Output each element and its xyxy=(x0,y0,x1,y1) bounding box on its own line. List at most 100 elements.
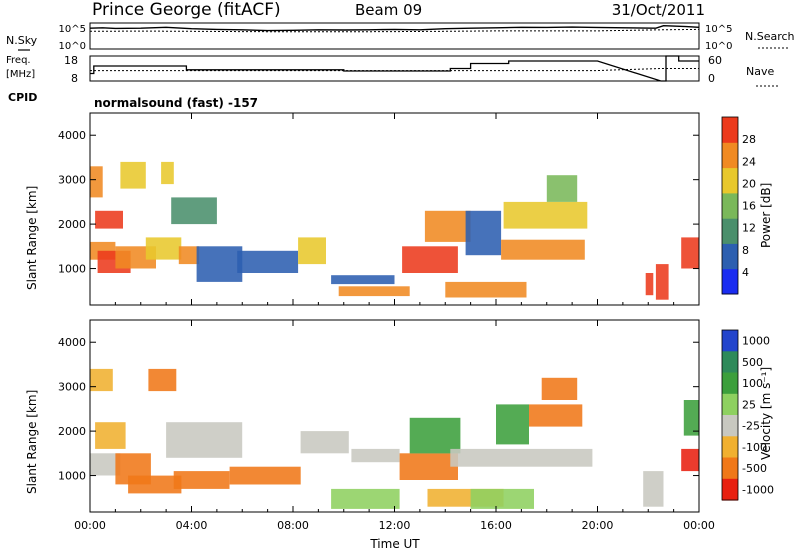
power-colorbar-tick: 8 xyxy=(742,244,749,257)
noise-right-ytick-low: 10^0 xyxy=(705,41,732,52)
velocity-colorbar-tick: -1000 xyxy=(742,483,774,496)
power-echo-patch xyxy=(95,210,123,229)
station-title: Prince George (fitACF) xyxy=(92,0,281,20)
power-echo-patch xyxy=(546,175,578,202)
velocity-colorbar-tick: 25 xyxy=(742,398,756,411)
power-colorbar-tick: 4 xyxy=(742,266,749,279)
velocity-colorbar-frame xyxy=(721,329,739,501)
power-colorbar-swatch xyxy=(722,243,738,270)
power-colorbar-tick: 24 xyxy=(742,155,756,168)
power-panel: 1000 2000 3000 4000 Slant Range [km] xyxy=(25,112,700,306)
power-echo-patch xyxy=(338,286,410,297)
power-echo-patch xyxy=(655,264,669,300)
power-colorbar-tick: 12 xyxy=(742,222,756,235)
velocity-echo-patch xyxy=(300,431,349,454)
power-yticks: 1000 2000 3000 4000 xyxy=(58,129,699,276)
power-echo-patch xyxy=(501,239,585,260)
frequency-line xyxy=(90,55,699,82)
velocity-echo-patch xyxy=(148,368,177,392)
velocity-echo-patch xyxy=(173,471,230,489)
freq-label-line2: [MHz] xyxy=(6,69,35,80)
power-echo-patch xyxy=(681,237,699,269)
noise-panel-frame xyxy=(89,22,700,50)
power-colorbar-tick: 16 xyxy=(742,200,756,213)
velocity-echo-patch xyxy=(399,453,458,480)
power-echo-patch xyxy=(298,237,326,265)
nsky-label: N.Sky xyxy=(6,34,38,47)
power-xticks xyxy=(89,113,700,305)
velocity-echo-patch xyxy=(496,404,529,445)
velocity-xtick-label: 00:00 xyxy=(683,519,715,532)
power-echo-patch xyxy=(645,273,654,296)
velocity-xtick-label: 12:00 xyxy=(379,519,411,532)
velocity-yticks: 1000 2000 3000 4000 xyxy=(58,336,699,483)
velocity-echo-patch xyxy=(643,471,664,507)
power-echo-patch xyxy=(445,281,527,298)
noise-panel: 10^5 10^0 10^5 10^0 xyxy=(59,22,732,52)
velocity-echo-patch xyxy=(541,377,578,400)
velocity-xtick-label: 00:00 xyxy=(74,519,106,532)
velocity-colorbar-tick: -25 xyxy=(742,420,760,433)
velocity-patches xyxy=(90,368,699,509)
velocity-xtick-label: 20:00 xyxy=(582,519,614,532)
velocity-echo-patch xyxy=(90,368,113,392)
power-colorbar-swatch xyxy=(722,268,738,295)
velocity-xtick-label: 08:00 xyxy=(277,519,309,532)
noise-ytick-high: 10^5 xyxy=(59,24,86,35)
velocity-echo-patch xyxy=(95,422,126,449)
noise-series-n-searchline xyxy=(89,28,700,33)
noise-right-ytick-high: 10^5 xyxy=(705,24,732,35)
nsearch-label: N.Search xyxy=(745,30,795,43)
power-echo-patch xyxy=(161,161,174,185)
power-colorbar-swatch xyxy=(722,192,738,219)
velocity-ytick-label: 1000 xyxy=(58,470,86,483)
power-echo-patch xyxy=(465,210,502,256)
velocity-panel: 1000 2000 3000 4000 00:00 04:00 08:00 12:00 16:… xyxy=(25,319,715,551)
frequency-panel-frame xyxy=(89,55,700,82)
velocity-colorbar-label: Velocity [m s⁻¹] xyxy=(759,367,773,460)
power-ylabel: Slant Range [km] xyxy=(25,186,39,290)
power-colorbar-label: Power [dB] xyxy=(759,183,773,248)
velocity-ytick-label: 2000 xyxy=(58,425,86,438)
frequency-panel: 18 8 60 0 xyxy=(64,54,722,85)
nave-line xyxy=(90,68,699,72)
power-colorbar-tick: 20 xyxy=(742,177,756,190)
velocity-colorbar-tick: 500 xyxy=(742,356,763,369)
power-colorbar-tick: 28 xyxy=(742,133,756,146)
power-echo-patch xyxy=(145,237,182,260)
power-echo-patch xyxy=(331,275,395,285)
power-echo-patch xyxy=(237,250,299,273)
velocity-ytick-label: 4000 xyxy=(58,336,86,349)
velocity-colorbar: 1000 500 100 25 -25 -100 -500 -1000 Velocity [m… xyxy=(721,329,774,501)
time-axis-label: Time UT xyxy=(369,537,420,551)
velocity-colorbar-swatch xyxy=(722,415,738,437)
velocity-colorbar-swatch xyxy=(722,457,738,480)
velocity-echo-patch xyxy=(470,488,534,509)
velocity-xtick-label: 16:00 xyxy=(480,519,512,532)
power-ytick-label: 1000 xyxy=(58,263,86,276)
frequency-series xyxy=(90,55,699,82)
power-colorbar-swatches xyxy=(722,117,738,295)
velocity-colorbar-ticks: 1000 500 100 25 -25 -100 -500 -1000 xyxy=(742,335,774,497)
freq-ytick-high: 18 xyxy=(64,54,78,67)
velocity-echo-patch xyxy=(128,475,182,494)
velocity-echo-patch xyxy=(229,466,301,485)
velocity-echo-patch xyxy=(331,488,400,509)
power-echo-patch xyxy=(120,161,146,189)
velocity-colorbar-swatch xyxy=(722,372,738,395)
freq-label-line1: Freq. xyxy=(6,55,31,66)
noise-ytick-low: 10^0 xyxy=(59,41,86,52)
velocity-echo-patch xyxy=(409,417,461,454)
velocity-echo-patch xyxy=(351,448,400,463)
velocity-colorbar-tick: -500 xyxy=(742,462,767,475)
noise-series-n-skyline xyxy=(89,24,700,32)
velocity-echo-patch xyxy=(166,422,243,458)
velocity-colorbar-swatch xyxy=(722,330,738,352)
nave-label: Nave xyxy=(746,65,774,78)
velocity-echo-patch xyxy=(681,448,699,472)
power-echo-patch xyxy=(178,246,200,265)
power-colorbar-frame xyxy=(721,116,739,295)
cpid-label: CPID xyxy=(8,91,37,104)
velocity-echo-patch xyxy=(529,404,583,427)
